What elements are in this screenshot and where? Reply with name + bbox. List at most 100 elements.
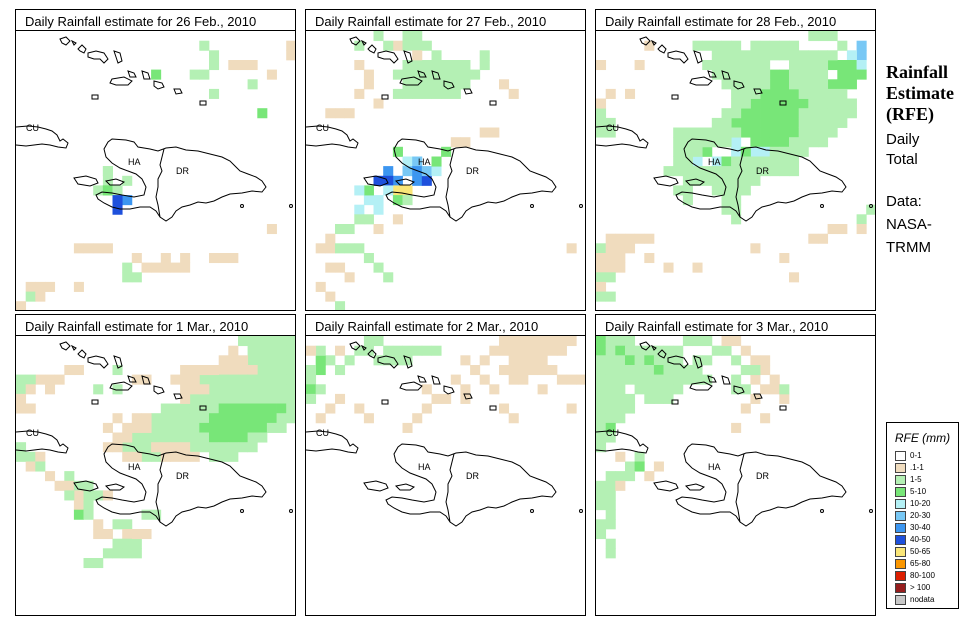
- rainfall-cell: [528, 336, 539, 347]
- rainfall-cell: [218, 442, 229, 453]
- rainfall-cell: [160, 403, 171, 414]
- rainfall-cell: [189, 69, 200, 80]
- rainfall-cell: [402, 166, 413, 177]
- rainfall-cell: [644, 393, 655, 404]
- rainfall-cell: [460, 393, 471, 404]
- bahamas-islands: [109, 381, 133, 391]
- rainfall-cell: [373, 204, 384, 215]
- rainfall-cell: [228, 253, 239, 264]
- bahamas-islands: [199, 405, 207, 411]
- rainfall-cell: [740, 69, 751, 80]
- legend-label: > 100: [910, 583, 931, 592]
- legend-label: 5-10: [910, 487, 927, 496]
- rainfall-cell: [750, 79, 761, 90]
- legend-swatch: [895, 451, 906, 461]
- rainfall-cell: [238, 432, 249, 443]
- rainfall-cell: [228, 374, 239, 385]
- rainfall-cell: [45, 281, 56, 292]
- rainfall-cell: [247, 365, 258, 376]
- rainfall-cell: [402, 60, 413, 71]
- rainfall-cell: [721, 345, 732, 356]
- rainfall-cell: [818, 79, 829, 90]
- rainfall-cell: [711, 185, 722, 196]
- rainfall-cell: [615, 451, 626, 462]
- country-label: DR: [466, 166, 479, 176]
- legend-label: 50-65: [910, 547, 931, 556]
- rainfall-cell: [615, 480, 626, 491]
- rainfall-cell: [354, 60, 365, 71]
- rainfall-cell: [837, 69, 848, 80]
- rainfall-cell: [180, 393, 191, 404]
- rainfall-cell: [383, 185, 394, 196]
- rainfall-cell: [83, 558, 94, 569]
- rainfall-cell: [702, 60, 713, 71]
- rainfall-cell: [808, 137, 819, 148]
- legend-item: 40-50: [895, 535, 955, 546]
- rainfall-cell: [731, 79, 742, 90]
- rainfall-cell: [266, 365, 277, 376]
- rainfall-cell: [779, 156, 790, 167]
- rainfall-cell: [16, 384, 27, 395]
- rainfall-cell: [276, 422, 287, 433]
- rainfall-cell: [740, 146, 751, 157]
- rainfall-cell: [566, 243, 577, 254]
- rainfall-cell: [596, 519, 607, 530]
- rainfall-cell: [789, 127, 800, 138]
- rainfall-cell: [596, 374, 607, 385]
- bahamas-islands: [417, 375, 427, 383]
- rainfall-cell: [653, 365, 664, 376]
- bahamas-islands: [173, 88, 183, 95]
- rainfall-cell: [354, 40, 365, 51]
- rainfall-cell: [189, 365, 200, 376]
- rainfall-cell: [247, 384, 258, 395]
- rainfall-cell: [392, 40, 403, 51]
- bahamas-islands: [639, 341, 651, 351]
- rainfall-cell: [122, 519, 133, 530]
- legend-swatch: [895, 523, 906, 533]
- bahamas-islands: [367, 349, 377, 359]
- legend-swatch: [895, 487, 906, 497]
- rainfall-cell: [383, 272, 394, 283]
- rainfall-cell: [131, 413, 142, 424]
- rainfall-cell: [141, 422, 152, 433]
- rainfall-cell: [518, 365, 529, 376]
- rainfall-cell: [286, 355, 295, 366]
- rainfall-cell: [199, 442, 210, 453]
- rainfall-cell: [682, 166, 693, 177]
- rainfall-cell: [779, 98, 790, 109]
- islet: [289, 509, 293, 513]
- rainfall-cell: [750, 243, 761, 254]
- rainfall-cell: [837, 79, 848, 90]
- rainfall-cell: [315, 413, 326, 424]
- rainfall-cell: [605, 272, 616, 283]
- country-label: DR: [466, 471, 479, 481]
- rainfall-cell: [151, 509, 162, 520]
- rainfall-cell: [605, 509, 616, 520]
- rainfall-cell: [16, 451, 27, 462]
- cuba-coastline: [306, 125, 359, 149]
- rainfall-cell: [266, 69, 277, 80]
- legend-swatch: [895, 583, 906, 593]
- rainfall-cell: [363, 336, 374, 347]
- rainfall-cell: [228, 432, 239, 443]
- rainfall-cell: [798, 88, 809, 99]
- rainfall-cell: [692, 146, 703, 157]
- rainfall-cell: [286, 413, 295, 424]
- rainfall-cell: [779, 166, 790, 177]
- rainfall-cell: [286, 403, 295, 414]
- bahamas-islands: [399, 381, 423, 391]
- rainfall-cell: [605, 365, 616, 376]
- bahamas-islands: [671, 399, 679, 405]
- hispaniola-coastline: [95, 443, 267, 527]
- rainfall-cell: [711, 175, 722, 186]
- legend-swatch: [895, 571, 906, 581]
- bahamas-islands: [381, 94, 389, 100]
- rainfall-cell: [112, 185, 123, 196]
- rainfall-cell: [238, 365, 249, 376]
- rainfall-cell: [189, 374, 200, 385]
- rainfall-cell: [528, 355, 539, 366]
- rainfall-cell: [373, 336, 384, 347]
- rainfall-cell: [818, 98, 829, 109]
- data-source-line: NASA-: [886, 216, 932, 233]
- bahamas-islands: [141, 70, 151, 80]
